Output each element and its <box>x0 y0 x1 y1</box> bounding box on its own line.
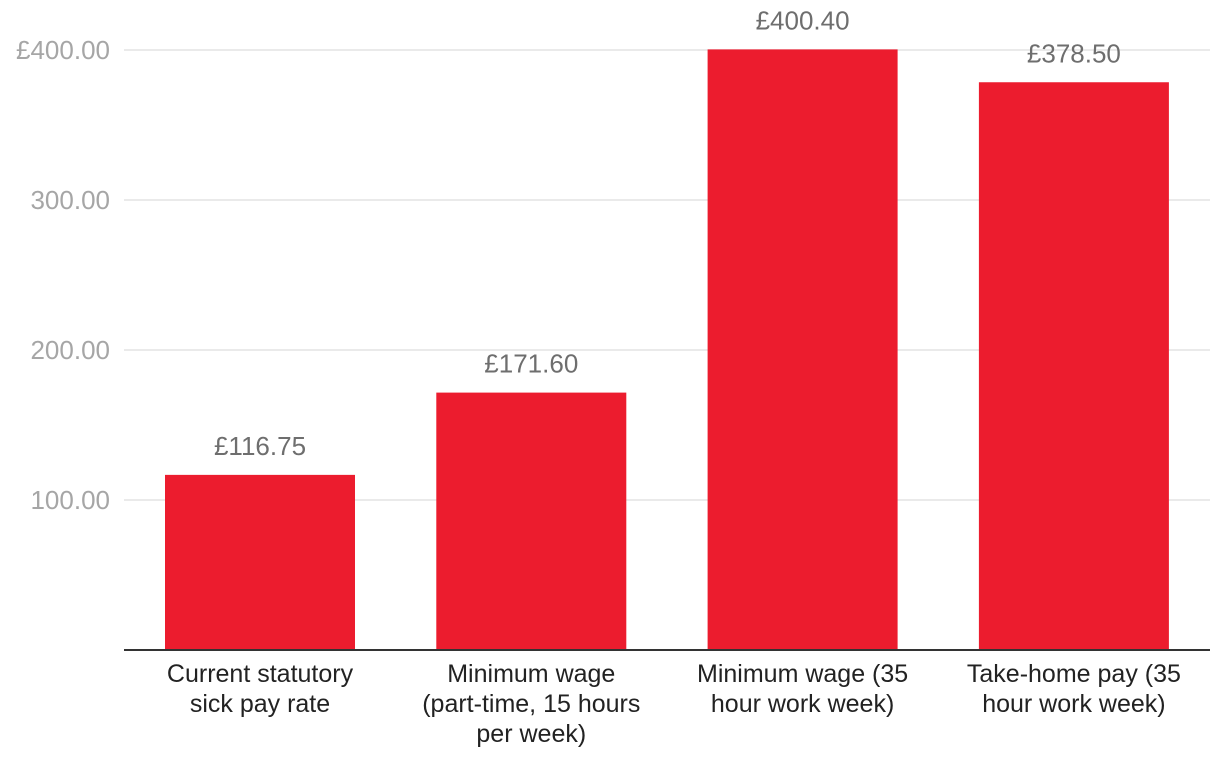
bar <box>978 82 1169 650</box>
x-tick-label: Current statutory sick pay rate <box>167 660 354 718</box>
x-tick-label: Minimum wage (part-time, 15 hours per week… <box>422 660 640 748</box>
bar <box>707 49 898 650</box>
x-tick-label: Minimum wage (35 hour work week) <box>697 660 908 718</box>
y-tick-label: 300.00 <box>30 185 110 215</box>
data-label: £378.50 <box>1027 38 1121 68</box>
value-labels: £116.75 £171.60 £400.40 £378.50 <box>214 5 1121 460</box>
y-tick-label: 100.00 <box>30 485 110 515</box>
bar <box>436 392 627 650</box>
data-label: £116.75 <box>214 431 306 461</box>
data-label: £171.60 <box>484 349 578 379</box>
bars <box>165 49 1169 650</box>
x-axis-labels: Current statutory sick pay rate Minimum wa… <box>167 660 1181 748</box>
x-tick-label: Take-home pay (35 hour work week) <box>967 660 1181 718</box>
y-tick-label: 200.00 <box>30 335 110 365</box>
data-label: £400.40 <box>756 5 850 35</box>
y-tick-label: £400.00 <box>16 35 110 65</box>
bar <box>165 474 355 650</box>
y-axis-ticks: 100.00 200.00 300.00 £400.00 <box>16 35 110 515</box>
